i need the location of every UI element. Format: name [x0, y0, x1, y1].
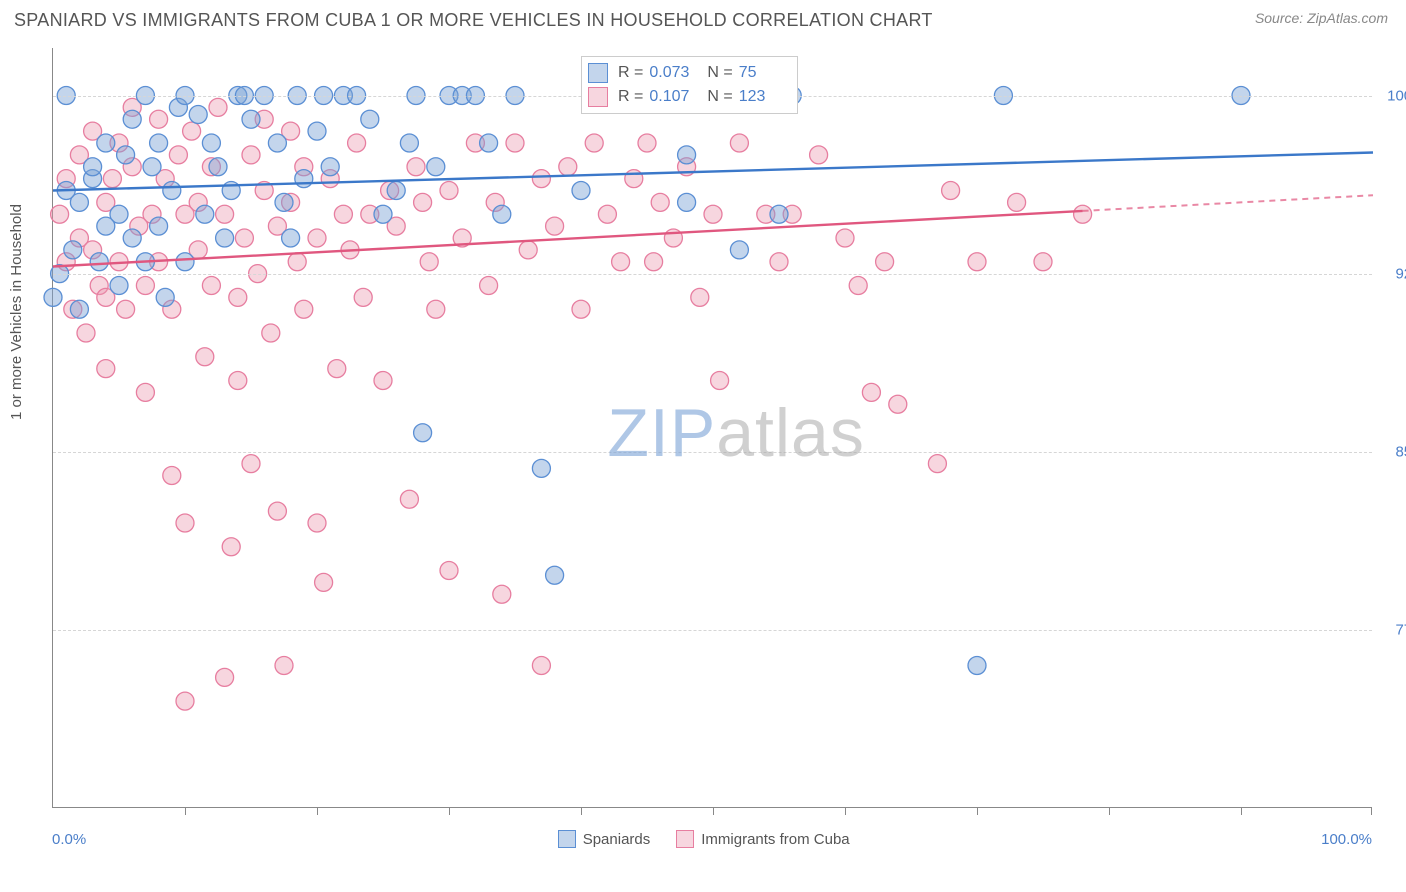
n-label: N =: [707, 85, 732, 109]
x-tick: [185, 807, 186, 815]
gridline: [53, 630, 1372, 631]
x-tick: [713, 807, 714, 815]
y-tick-label: 100.0%: [1387, 87, 1406, 104]
x-tick: [449, 807, 450, 815]
legend-item-spaniards: Spaniards: [558, 830, 651, 848]
swatch-icon: [676, 830, 694, 848]
chart-area: 77.5%85.0%92.5%100.0% ZIPatlas R = 0.073…: [52, 48, 1372, 808]
y-axis-label: 1 or more Vehicles in Household: [8, 204, 25, 420]
x-tick: [845, 807, 846, 815]
r-value: 0.107: [649, 85, 697, 109]
x-tick: [1241, 807, 1242, 815]
r-label: R =: [618, 85, 643, 109]
chart-title: SPANIARD VS IMMIGRANTS FROM CUBA 1 OR MO…: [14, 10, 933, 31]
source-label: Source: ZipAtlas.com: [1255, 10, 1388, 26]
x-tick: [977, 807, 978, 815]
x-tick: [581, 807, 582, 815]
r-label: R =: [618, 61, 643, 85]
n-label: N =: [707, 61, 732, 85]
gridline: [53, 274, 1372, 275]
x-tick: [1371, 807, 1372, 815]
n-value: 75: [739, 61, 787, 85]
r-value: 0.073: [649, 61, 697, 85]
gridline: [53, 452, 1372, 453]
swatch-icon: [588, 87, 608, 107]
scatter-plot-svg: [53, 48, 1372, 807]
x-axis-row: 0.0% Spaniards Immigrants from Cuba 100.…: [52, 830, 1372, 848]
y-tick-label: 85.0%: [1395, 443, 1406, 460]
bottom-legend: Spaniards Immigrants from Cuba: [558, 830, 850, 848]
legend-text: Spaniards: [583, 831, 651, 848]
swatch-icon: [588, 63, 608, 83]
legend-row-cuba: R = 0.107 N = 123: [588, 85, 787, 109]
y-tick-label: 77.5%: [1395, 621, 1406, 638]
legend-text: Immigrants from Cuba: [701, 831, 849, 848]
swatch-icon: [558, 830, 576, 848]
y-tick-label: 92.5%: [1395, 265, 1406, 282]
x-tick: [317, 807, 318, 815]
n-value: 123: [739, 85, 787, 109]
x-min-label: 0.0%: [52, 831, 86, 848]
legend-row-spaniards: R = 0.073 N = 75: [588, 61, 787, 85]
correlation-legend: R = 0.073 N = 75 R = 0.107 N = 123: [581, 56, 798, 114]
x-max-label: 100.0%: [1321, 831, 1372, 848]
legend-item-cuba: Immigrants from Cuba: [676, 830, 849, 848]
x-tick: [1109, 807, 1110, 815]
